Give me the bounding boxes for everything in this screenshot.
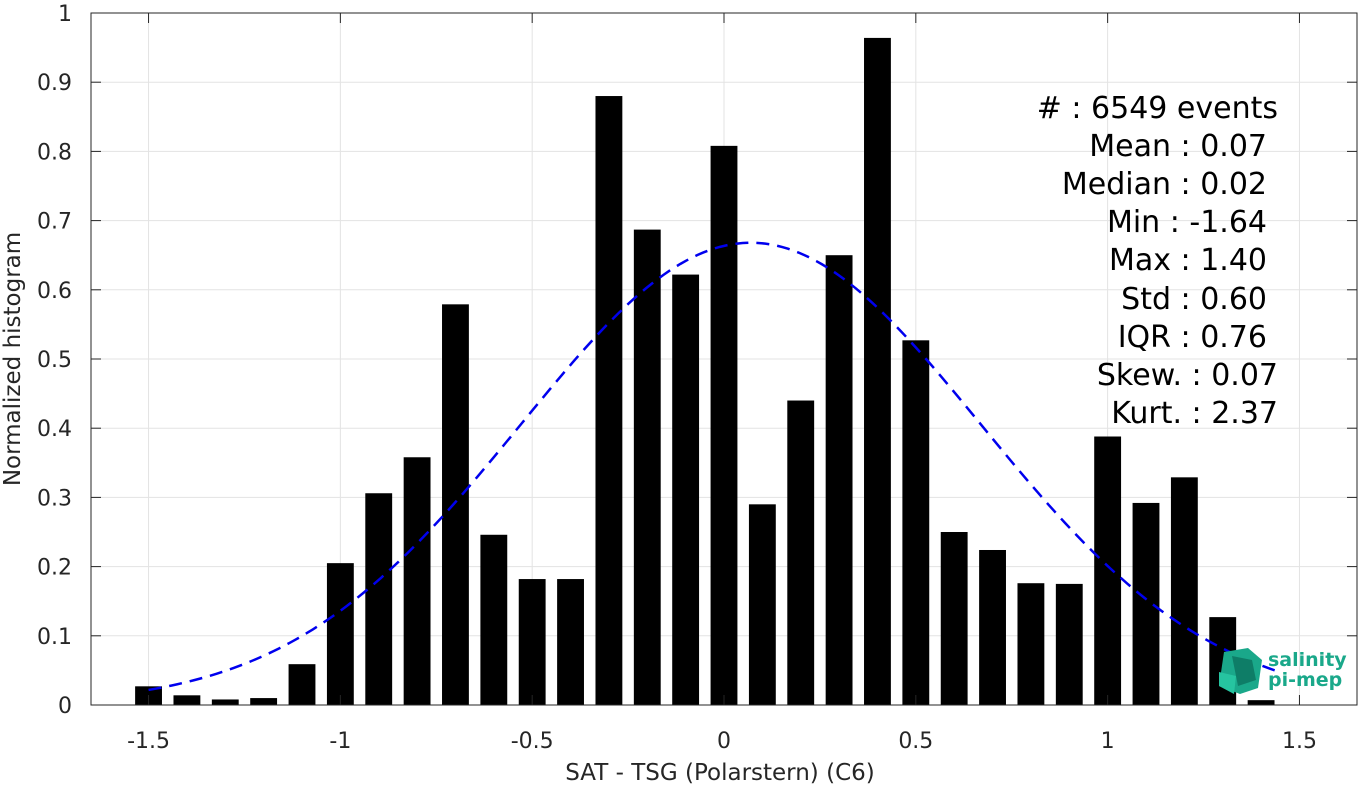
y-tick-label: 0.6 bbox=[37, 279, 72, 304]
y-tick-label: 0.5 bbox=[37, 348, 72, 373]
histogram-bar bbox=[1017, 583, 1045, 705]
histogram-bar bbox=[211, 699, 239, 705]
histogram-bar bbox=[595, 96, 623, 706]
stat-median: Median : 0.02 bbox=[1062, 167, 1267, 202]
histogram-bar bbox=[1170, 477, 1198, 705]
histogram-bar bbox=[518, 579, 546, 705]
y-tick-label: 0.2 bbox=[37, 556, 72, 581]
histogram-bar bbox=[288, 664, 316, 705]
y-tick-label: 0.9 bbox=[37, 71, 72, 96]
histogram-bar bbox=[173, 695, 201, 705]
histogram-bar bbox=[940, 532, 968, 705]
statistics-box: # : 6549 events Mean : 0.07 Median : 0.0… bbox=[1037, 91, 1278, 431]
y-tick-label: 1 bbox=[58, 2, 72, 27]
histogram-bar bbox=[1132, 502, 1160, 705]
x-tick-label: 0.5 bbox=[898, 729, 933, 754]
stat-mean: Mean : 0.07 bbox=[1089, 129, 1267, 164]
bars bbox=[135, 37, 1275, 706]
histogram-bar bbox=[979, 549, 1006, 705]
stat-events: # : 6549 events bbox=[1037, 91, 1278, 126]
y-tick-label: 0.8 bbox=[37, 140, 72, 165]
x-tick-label: 1 bbox=[1101, 729, 1115, 754]
y-tick-label: 0.3 bbox=[37, 486, 72, 511]
logo-line1: salinity bbox=[1268, 649, 1347, 671]
y-tick-label: 0.7 bbox=[37, 210, 72, 235]
x-axis-label: SAT - TSG (Polarstern) (C6) bbox=[565, 760, 874, 785]
stat-kurt: Kurt. : 2.37 bbox=[1111, 396, 1278, 431]
histogram-bar bbox=[710, 145, 738, 705]
histogram-bar bbox=[557, 579, 584, 705]
histogram-bar bbox=[902, 340, 930, 705]
x-tick-label: -1 bbox=[329, 729, 351, 754]
y-tick-label: 0.1 bbox=[37, 625, 72, 650]
histogram-bar bbox=[672, 274, 700, 705]
y-tick-label: 0.4 bbox=[37, 417, 72, 442]
histogram-bar bbox=[633, 229, 661, 705]
histogram-bar bbox=[1247, 700, 1275, 705]
y-axis-ticks: 0 0.1 0.2 0.3 0.4 0.5 0.6 0.7 0.8 0.9 1 bbox=[37, 2, 1357, 719]
histogram-bar bbox=[442, 304, 469, 705]
histogram-bar bbox=[326, 563, 354, 705]
logo-line2: pi-mep bbox=[1268, 669, 1342, 691]
x-tick-label: -1.5 bbox=[127, 729, 170, 754]
x-tick-label: -0.5 bbox=[511, 729, 554, 754]
x-tick-label: 0 bbox=[717, 729, 731, 754]
stat-std: Std : 0.60 bbox=[1121, 282, 1267, 317]
histogram-bar bbox=[864, 37, 891, 706]
normal-fit-curve bbox=[148, 241, 1281, 692]
histogram-bar bbox=[250, 698, 278, 705]
histogram-bar bbox=[787, 400, 815, 705]
histogram-bar bbox=[825, 255, 853, 705]
stat-iqr: IQR : 0.76 bbox=[1118, 320, 1267, 355]
x-axis-ticks: -1.5 -1 -0.5 0 0.5 1 1.5 bbox=[127, 13, 1317, 754]
stat-skew: Skew. : 0.07 bbox=[1097, 358, 1278, 393]
histogram-bar bbox=[403, 457, 431, 705]
histogram-bar bbox=[480, 534, 508, 705]
logo-mark-icon bbox=[1219, 648, 1262, 694]
histogram-bar bbox=[1094, 436, 1122, 705]
histogram-bar bbox=[748, 504, 776, 705]
y-tick-label: 0 bbox=[58, 694, 72, 719]
y-axis-label: Normalized histogram bbox=[0, 232, 26, 486]
histogram-bar bbox=[365, 493, 393, 705]
stat-max: Max : 1.40 bbox=[1109, 243, 1267, 278]
stat-min: Min : -1.64 bbox=[1107, 205, 1267, 240]
salinity-pi-mep-logo: salinity pi-mep bbox=[1219, 648, 1347, 694]
x-tick-label: 1.5 bbox=[1282, 729, 1317, 754]
histogram-bar bbox=[1055, 583, 1083, 705]
